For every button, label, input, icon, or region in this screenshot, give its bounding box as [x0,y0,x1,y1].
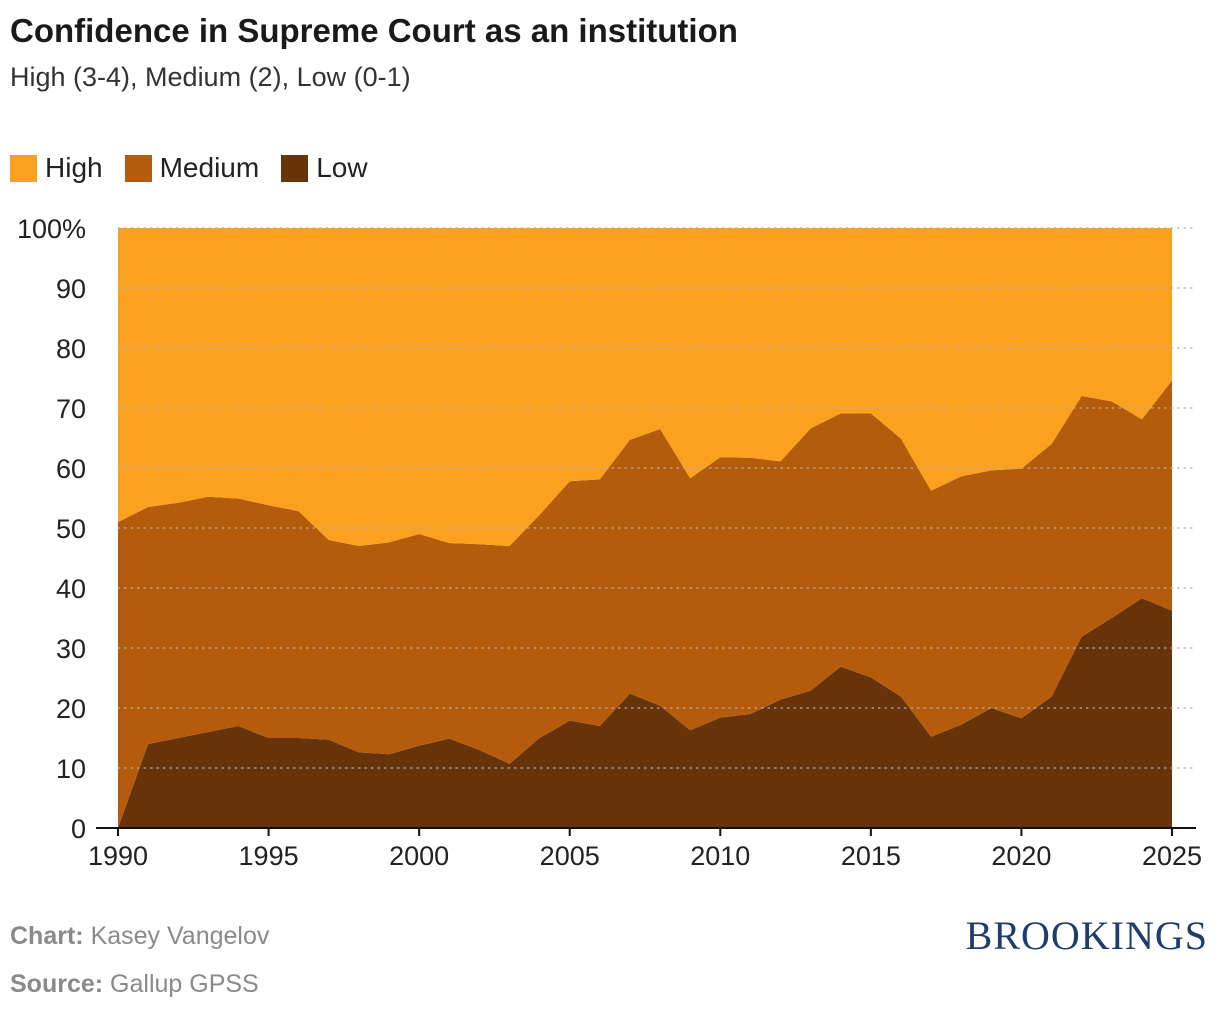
legend-swatch-high [10,154,37,182]
chart-credit-value: Kasey Vangelov [90,922,270,950]
y-tick-label: 60 [56,454,86,484]
legend: High Medium Low [10,152,390,184]
area-chart: 0 10 20 30 40 50 60 70 80 90 100% 1990 1995 2000 2005 2… [17,214,1202,870]
y-tick-label: 70 [56,394,86,424]
x-tick-label: 2025 [1142,841,1202,870]
y-tick-label: 80 [56,334,86,364]
y-tick-label: 10 [56,754,86,784]
x-tick-label: 2010 [690,841,750,870]
y-tick-label: 30 [56,634,86,664]
y-tick-label: 40 [56,574,86,604]
x-tick-label: 2015 [841,841,901,870]
source-value: Gallup GPSS [110,970,259,998]
legend-item-low: Low [281,152,368,184]
chart-title: Confidence in Supreme Court as an instit… [10,12,738,49]
legend-swatch-low [281,154,309,182]
legend-item-high: High [10,152,103,184]
x-tick-label: 2005 [540,841,600,870]
legend-label-high: High [45,152,103,183]
chart-credit-label: Chart: [10,922,84,950]
area-medium [118,380,1172,828]
y-tick-label: 20 [56,694,86,724]
brookings-logo: BROOKINGS [965,913,1208,958]
source-credit: Source: Gallup GPSS [10,970,259,999]
y-tick-label: 100% [17,214,86,244]
x-tick-label: 2000 [389,841,449,870]
y-tick-label: 0 [71,814,86,844]
x-tick-label: 1995 [239,841,299,870]
x-tick-label: 1990 [88,841,148,870]
source-label: Source: [10,970,104,998]
legend-label-low: Low [316,152,368,183]
legend-item-medium: Medium [124,152,260,184]
y-tick-label: 50 [56,514,86,544]
legend-swatch-medium [124,154,152,182]
chart-credit: Chart: Kasey Vangelov [10,922,269,951]
area-high [118,228,1172,546]
chart-subtitle: High (3-4), Medium (2), Low (0-1) [10,62,411,92]
area-low [118,598,1172,828]
y-tick-label: 90 [56,274,86,304]
x-tick-label: 2020 [991,841,1051,870]
legend-label-medium: Medium [159,152,260,183]
